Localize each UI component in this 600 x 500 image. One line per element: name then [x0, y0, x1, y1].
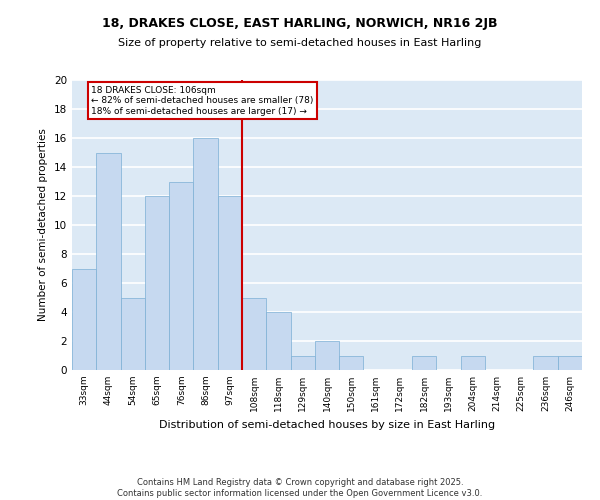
Bar: [315, 341, 339, 370]
Bar: [533, 356, 558, 370]
Bar: [266, 312, 290, 370]
Bar: [339, 356, 364, 370]
Text: 18, DRAKES CLOSE, EAST HARLING, NORWICH, NR16 2JB: 18, DRAKES CLOSE, EAST HARLING, NORWICH,…: [102, 18, 498, 30]
Text: Size of property relative to semi-detached houses in East Harling: Size of property relative to semi-detach…: [118, 38, 482, 48]
Bar: [169, 182, 193, 370]
Bar: [145, 196, 169, 370]
X-axis label: Distribution of semi-detached houses by size in East Harling: Distribution of semi-detached houses by …: [159, 420, 495, 430]
Bar: [96, 152, 121, 370]
Y-axis label: Number of semi-detached properties: Number of semi-detached properties: [38, 128, 49, 322]
Bar: [290, 356, 315, 370]
Bar: [121, 298, 145, 370]
Bar: [558, 356, 582, 370]
Bar: [72, 268, 96, 370]
Bar: [193, 138, 218, 370]
Bar: [412, 356, 436, 370]
Bar: [218, 196, 242, 370]
Text: Contains HM Land Registry data © Crown copyright and database right 2025.
Contai: Contains HM Land Registry data © Crown c…: [118, 478, 482, 498]
Text: 18 DRAKES CLOSE: 106sqm
← 82% of semi-detached houses are smaller (78)
18% of se: 18 DRAKES CLOSE: 106sqm ← 82% of semi-de…: [91, 86, 314, 116]
Bar: [461, 356, 485, 370]
Bar: [242, 298, 266, 370]
